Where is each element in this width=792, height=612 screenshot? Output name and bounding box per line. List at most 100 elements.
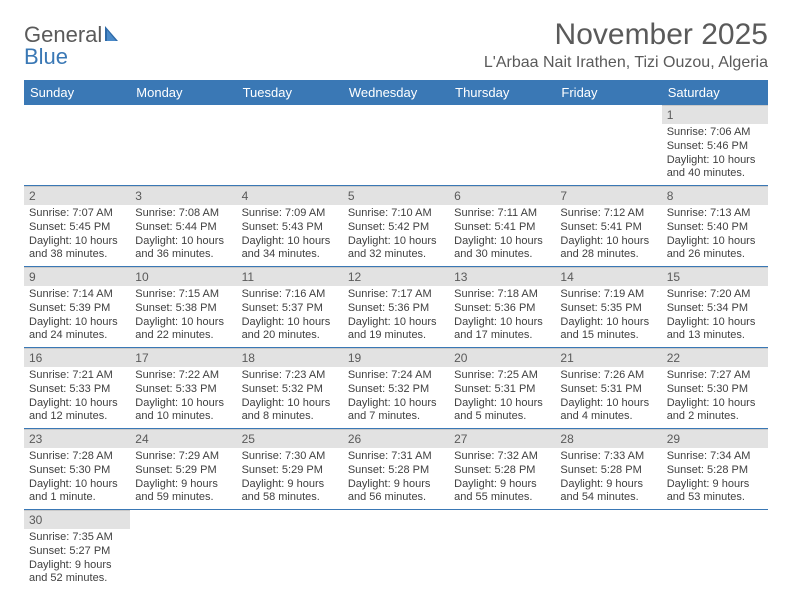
calendar-body: 1Sunrise: 7:06 AMSunset: 5:46 PMDaylight… <box>24 105 768 590</box>
sunset-text: Sunset: 5:36 PM <box>348 302 444 316</box>
daylight-line2: and 26 minutes. <box>667 248 763 262</box>
daylight-line1: Daylight: 10 hours <box>135 235 231 249</box>
sunrise-text: Sunrise: 7:12 AM <box>560 207 656 221</box>
weekday-header: Friday <box>555 80 661 105</box>
calendar-week-row: 16Sunrise: 7:21 AMSunset: 5:33 PMDayligh… <box>24 348 768 429</box>
day-number: 10 <box>130 267 236 286</box>
day-number: 24 <box>130 429 236 448</box>
day-number: 26 <box>343 429 449 448</box>
daylight-line2: and 40 minutes. <box>667 167 763 181</box>
calendar-day-cell: 7 Sunrise: 7:12 AMSunset: 5:41 PMDaylight… <box>555 186 661 267</box>
calendar-day-cell: 23Sunrise: 7:28 AMSunset: 5:30 PMDayligh… <box>24 429 130 510</box>
sunset-text: Sunset: 5:37 PM <box>242 302 338 316</box>
sunrise-text: Sunrise: 7:25 AM <box>454 369 550 383</box>
sunrise-text: Sunrise: 7:26 AM <box>560 369 656 383</box>
daylight-line2: and 15 minutes. <box>560 329 656 343</box>
brand-text: GeneralBlue <box>24 24 126 68</box>
sunrise-text: Sunrise: 7:22 AM <box>135 369 231 383</box>
day-number: 17 <box>130 348 236 367</box>
daylight-line1: Daylight: 10 hours <box>560 235 656 249</box>
day-details: Sunrise: 7:30 AMSunset: 5:29 PMDaylight:… <box>237 448 343 509</box>
day-number: 25 <box>237 429 343 448</box>
daylight-line1: Daylight: 10 hours <box>454 316 550 330</box>
day-number: 7 <box>555 186 661 205</box>
daylight-line1: Daylight: 9 hours <box>242 478 338 492</box>
daylight-line1: Daylight: 9 hours <box>135 478 231 492</box>
weekday-header: Tuesday <box>237 80 343 105</box>
day-details: Sunrise: 7:20 AMSunset: 5:34 PMDaylight:… <box>662 286 768 347</box>
calendar-day-cell: 11Sunrise: 7:16 AMSunset: 5:37 PMDayligh… <box>237 267 343 348</box>
sunset-text: Sunset: 5:29 PM <box>242 464 338 478</box>
daylight-line1: Daylight: 10 hours <box>667 397 763 411</box>
sunset-text: Sunset: 5:28 PM <box>667 464 763 478</box>
calendar-day-cell: 25Sunrise: 7:30 AMSunset: 5:29 PMDayligh… <box>237 429 343 510</box>
day-details: Sunrise: 7:22 AMSunset: 5:33 PMDaylight:… <box>130 367 236 428</box>
sunset-text: Sunset: 5:36 PM <box>454 302 550 316</box>
daylight-line1: Daylight: 9 hours <box>348 478 444 492</box>
daylight-line1: Daylight: 10 hours <box>454 397 550 411</box>
sunset-text: Sunset: 5:29 PM <box>135 464 231 478</box>
sunset-text: Sunset: 5:41 PM <box>560 221 656 235</box>
sunset-text: Sunset: 5:31 PM <box>454 383 550 397</box>
calendar-day-cell: 9Sunrise: 7:14 AMSunset: 5:39 PMDaylight… <box>24 267 130 348</box>
sunrise-text: Sunrise: 7:14 AM <box>29 288 125 302</box>
daylight-line1: Daylight: 10 hours <box>29 235 125 249</box>
sunrise-text: Sunrise: 7:27 AM <box>667 369 763 383</box>
day-number: 27 <box>449 429 555 448</box>
calendar-day-cell: 22Sunrise: 7:27 AMSunset: 5:30 PMDayligh… <box>662 348 768 429</box>
sunrise-text: Sunrise: 7:28 AM <box>29 450 125 464</box>
daylight-line2: and 12 minutes. <box>29 410 125 424</box>
sunrise-text: Sunrise: 7:15 AM <box>135 288 231 302</box>
daylight-line2: and 17 minutes. <box>454 329 550 343</box>
daylight-line1: Daylight: 10 hours <box>348 235 444 249</box>
day-details: Sunrise: 7:24 AMSunset: 5:32 PMDaylight:… <box>343 367 449 428</box>
day-details: Sunrise: 7:09 AMSunset: 5:43 PMDaylight:… <box>237 205 343 266</box>
sunrise-text: Sunrise: 7:33 AM <box>560 450 656 464</box>
day-number: 11 <box>237 267 343 286</box>
calendar-empty-cell <box>662 510 768 591</box>
sunset-text: Sunset: 5:28 PM <box>454 464 550 478</box>
daylight-line2: and 30 minutes. <box>454 248 550 262</box>
day-number: 19 <box>343 348 449 367</box>
day-details: Sunrise: 7:07 AMSunset: 5:45 PMDaylight:… <box>24 205 130 266</box>
calendar-day-cell: 19Sunrise: 7:24 AMSunset: 5:32 PMDayligh… <box>343 348 449 429</box>
sunrise-text: Sunrise: 7:08 AM <box>135 207 231 221</box>
daylight-line1: Daylight: 10 hours <box>667 235 763 249</box>
daylight-line1: Daylight: 10 hours <box>667 316 763 330</box>
daylight-line2: and 1 minute. <box>29 491 125 505</box>
sunrise-text: Sunrise: 7:11 AM <box>454 207 550 221</box>
daylight-line1: Daylight: 10 hours <box>29 478 125 492</box>
day-number: 1 <box>662 105 768 124</box>
day-number: 4 <box>237 186 343 205</box>
calendar-week-row: 1Sunrise: 7:06 AMSunset: 5:46 PMDaylight… <box>24 105 768 185</box>
calendar-day-cell: 30Sunrise: 7:35 AMSunset: 5:27 PMDayligh… <box>24 510 130 591</box>
weekday-header: Saturday <box>662 80 768 105</box>
calendar-empty-cell <box>343 510 449 591</box>
daylight-line1: Daylight: 10 hours <box>242 316 338 330</box>
location-text: L'Arbaa Nait Irathen, Tizi Ouzou, Algeri… <box>484 54 768 72</box>
sunset-text: Sunset: 5:44 PM <box>135 221 231 235</box>
sunset-text: Sunset: 5:33 PM <box>135 383 231 397</box>
day-details: Sunrise: 7:25 AMSunset: 5:31 PMDaylight:… <box>449 367 555 428</box>
calendar-empty-cell <box>130 105 236 185</box>
sunset-text: Sunset: 5:41 PM <box>454 221 550 235</box>
calendar-empty-cell <box>555 105 661 185</box>
day-details: Sunrise: 7:10 AMSunset: 5:42 PMDaylight:… <box>343 205 449 266</box>
calendar-day-cell: 8Sunrise: 7:13 AMSunset: 5:40 PMDaylight… <box>662 186 768 267</box>
calendar-day-cell: 27Sunrise: 7:32 AMSunset: 5:28 PMDayligh… <box>449 429 555 510</box>
daylight-line1: Daylight: 10 hours <box>135 316 231 330</box>
daylight-line2: and 59 minutes. <box>135 491 231 505</box>
page-header: GeneralBlue November 2025 L'Arbaa Nait I… <box>24 18 768 72</box>
sunset-text: Sunset: 5:33 PM <box>29 383 125 397</box>
sunrise-text: Sunrise: 7:10 AM <box>348 207 444 221</box>
day-details: Sunrise: 7:06 AMSunset: 5:46 PMDaylight:… <box>662 124 768 185</box>
day-details: Sunrise: 7:17 AMSunset: 5:36 PMDaylight:… <box>343 286 449 347</box>
daylight-line1: Daylight: 10 hours <box>348 397 444 411</box>
day-number: 23 <box>24 429 130 448</box>
daylight-line1: Daylight: 9 hours <box>667 478 763 492</box>
day-number: 28 <box>555 429 661 448</box>
day-number: 18 <box>237 348 343 367</box>
sunrise-text: Sunrise: 7:31 AM <box>348 450 444 464</box>
sunrise-text: Sunrise: 7:09 AM <box>242 207 338 221</box>
sunrise-text: Sunrise: 7:17 AM <box>348 288 444 302</box>
